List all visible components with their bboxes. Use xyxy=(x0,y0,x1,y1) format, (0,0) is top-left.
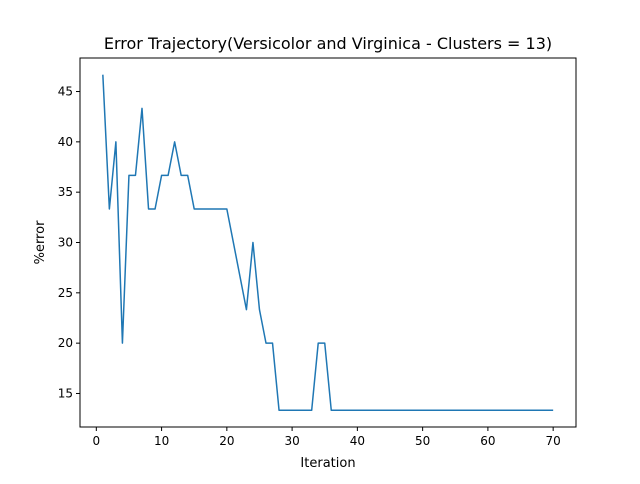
x-tick-label: 70 xyxy=(546,434,561,448)
x-axis-label: Iteration xyxy=(300,456,355,471)
x-tick-label: 40 xyxy=(350,434,365,448)
x-tick-label: 10 xyxy=(154,434,169,448)
x-tick-label: 50 xyxy=(415,434,430,448)
y-tick-label: 40 xyxy=(58,135,73,149)
x-tick-label: 0 xyxy=(92,434,100,448)
y-tick-label: 30 xyxy=(58,236,73,250)
x-tick-label: 30 xyxy=(284,434,299,448)
y-tick-label: 45 xyxy=(58,85,73,99)
y-tick-label: 15 xyxy=(58,386,73,400)
y-tick-label: 35 xyxy=(58,185,73,199)
plot-area xyxy=(102,74,554,412)
y-tick-label: 25 xyxy=(58,286,73,300)
y-axis: 15 20 25 30 35 40 45 xyxy=(58,85,80,400)
chart-title: Error Trajectory(Versicolor and Virginic… xyxy=(104,34,552,53)
y-axis-label: %error xyxy=(33,220,48,264)
x-tick-label: 60 xyxy=(480,434,495,448)
series-line xyxy=(102,74,554,412)
x-tick-label: 20 xyxy=(219,434,234,448)
x-axis: 0 10 20 30 40 50 60 70 xyxy=(92,427,561,448)
y-tick-label: 20 xyxy=(58,336,73,350)
axes-frame xyxy=(79,57,577,428)
